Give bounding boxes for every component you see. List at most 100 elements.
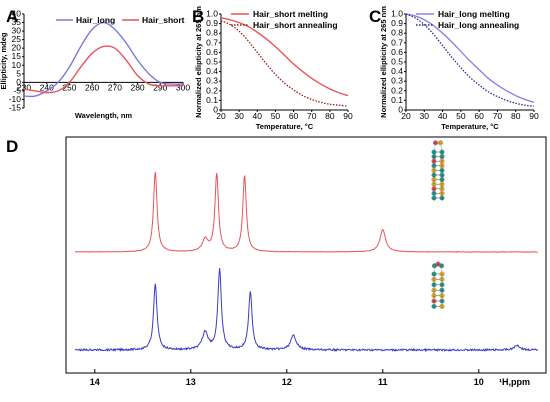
nucleotide-label: A — [434, 141, 437, 145]
nucleotide — [431, 303, 437, 309]
y-tick-label: 10 — [12, 60, 22, 70]
y-tick-label: 5 — [16, 68, 21, 78]
y-tick-label: 0.8 — [206, 28, 218, 38]
y-tick-label: 0 — [213, 105, 218, 115]
nucleotide-label: C — [441, 294, 444, 298]
nucleotide — [439, 271, 445, 277]
x-axis-label: Temperature, °C — [441, 122, 499, 131]
legend-label-1: Hair_short melting — [253, 9, 328, 19]
nucleotide — [439, 263, 444, 269]
legend-label-2: Hair_short — [142, 15, 185, 25]
nmr-spectrum-2 — [74, 268, 539, 353]
nucleotide-label: C — [441, 160, 444, 164]
y-tick-label: 20 — [12, 43, 22, 53]
y-tick-label: 0 — [398, 105, 403, 115]
y-tick-label: 0.8 — [391, 28, 403, 38]
y-axis-label: Ellipticity, mdeg — [0, 32, 8, 89]
nucleotide-label: G — [433, 155, 436, 159]
x-tick-label: 90 — [529, 111, 539, 121]
x-tick-label: 10 — [474, 377, 484, 387]
panel-label-d: D — [6, 137, 18, 156]
x-tick-label: 20 — [216, 111, 226, 121]
y-tick-label: 30 — [12, 26, 22, 36]
nucleotide-label: A — [433, 299, 436, 303]
nucleotide-label: G — [441, 173, 444, 177]
nmr-spectrum-chart: 14 13 12 11 10 ¹H,ppm — [65, 136, 547, 387]
y-tick-label: 35 — [12, 17, 22, 27]
x-tick-label: 80 — [325, 111, 335, 121]
y-tick-label: 15 — [12, 51, 22, 61]
y-axis-label: Normalized ellipticity at 265 nm — [194, 6, 203, 118]
nucleotide-label: G — [441, 289, 444, 293]
nucleotide — [431, 271, 437, 277]
nucleotide — [438, 140, 443, 146]
series-line-2 — [405, 13, 535, 107]
legend-label-1: Hair_long melting — [438, 9, 510, 19]
nucleotide-label: A — [437, 262, 440, 266]
y-tick-label: 0.6 — [206, 47, 218, 57]
y-tick-label: 0.2 — [391, 85, 403, 95]
y-tick-label: 0.6 — [391, 47, 403, 57]
nucleotide-label: G — [433, 305, 436, 309]
nucleotide-label: G — [433, 192, 436, 196]
nucleotide — [439, 195, 445, 201]
y-tick-label: -5 — [13, 85, 21, 95]
legend-label-2: Hair_short annealing — [253, 20, 338, 30]
hair-short-melting-chart: 00.10.20.30.40.50.60.70.80.91.0 20 30 40 50 6… — [194, 6, 353, 131]
nucleotide-label: A — [433, 160, 436, 164]
y-tick-label: 0.4 — [391, 66, 403, 76]
x-tick-label: 11 — [378, 377, 388, 387]
x-axis-label: Temperature, °C — [256, 122, 314, 131]
x-tick-label: 250 — [62, 82, 76, 92]
nucleotide-label: C — [441, 272, 444, 276]
nucleotide-label: C — [433, 294, 436, 298]
y-tick-label: 0 — [16, 77, 21, 87]
nucleotide-label: G — [441, 169, 444, 173]
nucleotide-label: C — [441, 183, 444, 187]
x-tick-label: 270 — [108, 82, 122, 92]
y-tick-label: 25 — [12, 34, 22, 44]
x-tick-label: 240 — [40, 82, 54, 92]
nucleotide — [439, 293, 445, 299]
y-tick-label: 0.1 — [206, 95, 218, 105]
nucleotide-label: C — [441, 164, 444, 168]
legend-label-1: Hair_long — [76, 15, 115, 25]
nucleotide-label: G — [433, 196, 436, 200]
nucleotide-label: G — [441, 155, 444, 159]
x-axis-label: ¹H,ppm — [499, 377, 530, 387]
panel-label-c: C — [369, 7, 381, 26]
nucleotide-label: G — [440, 264, 443, 268]
x-tick-label: 260 — [85, 82, 99, 92]
nucleotide-label: G — [441, 178, 444, 182]
nucleotide-label: C — [433, 289, 436, 293]
x-tick-label: 70 — [307, 111, 317, 121]
nucleotide-label: C — [433, 278, 436, 282]
y-tick-label: 40 — [12, 9, 22, 19]
x-tick-label: 230 — [17, 82, 31, 92]
y-tick-label: 0.2 — [206, 85, 218, 95]
legend-label-2: Hair_long annealing — [438, 20, 519, 30]
nucleotide — [431, 282, 437, 288]
hair-long-melting-chart: 00.10.20.30.40.50.60.70.80.91.0 20 30 40 50 6… — [379, 6, 539, 131]
nucleotide-label: G — [433, 272, 436, 276]
y-tick-label: 0.4 — [206, 66, 218, 76]
nucleotide-label: C — [433, 178, 436, 182]
series-line-2 — [220, 20, 349, 107]
x-tick-label: 290 — [153, 82, 167, 92]
y-tick-label: 0.9 — [391, 18, 403, 28]
y-tick-label: 0.3 — [206, 76, 218, 86]
y-tick-label: 0.7 — [206, 37, 218, 47]
y-tick-label: 0.9 — [206, 18, 218, 28]
x-tick-label: 280 — [130, 82, 144, 92]
nucleotide — [431, 149, 437, 155]
nucleotide-label: G — [441, 283, 444, 287]
y-tick-label: 1.0 — [391, 9, 403, 19]
x-tick-label: 90 — [343, 111, 353, 121]
nucleotide-label: G — [441, 196, 444, 200]
nucleotide-label: C — [439, 141, 442, 145]
x-tick-label: 40 — [438, 111, 448, 121]
